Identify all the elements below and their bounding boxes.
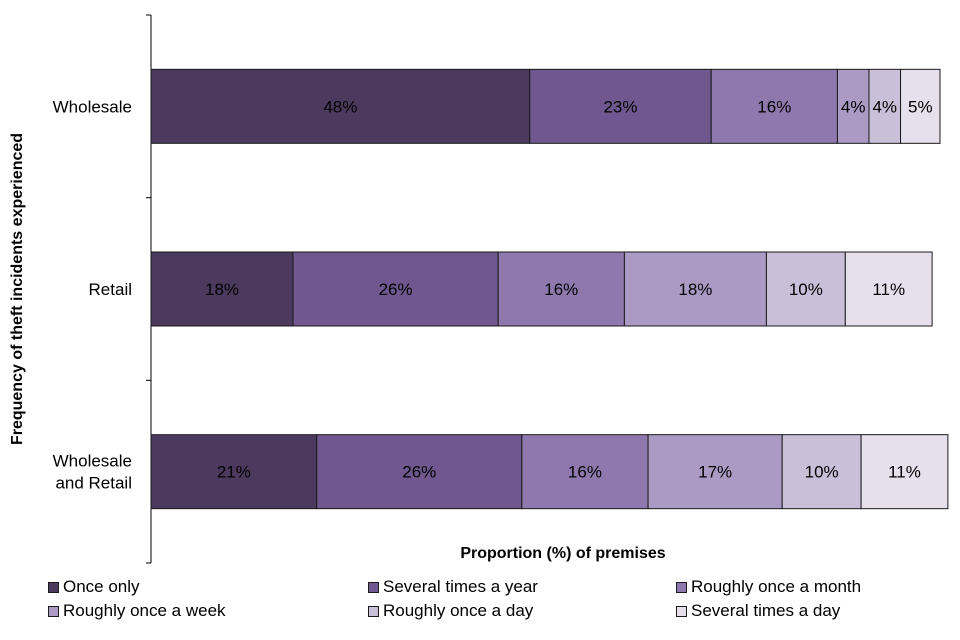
- data-label: 10%: [805, 463, 839, 482]
- legend-label: Roughly once a month: [691, 577, 862, 596]
- bar-segment: [844, 251, 933, 327]
- data-label: 4%: [872, 97, 897, 116]
- bar-segment: [900, 68, 941, 144]
- data-label: 26%: [379, 280, 413, 299]
- y-tick-label: Wholesale: [53, 97, 132, 116]
- legend-label: Several times a day: [691, 601, 841, 620]
- y-tick-label-line: Retail: [89, 280, 132, 299]
- bar-segment: [623, 251, 767, 327]
- data-label: 21%: [217, 463, 251, 482]
- data-label: 18%: [678, 280, 712, 299]
- y-tick-label-line: and Retail: [55, 474, 132, 493]
- data-label: 48%: [323, 97, 357, 116]
- data-label: 4%: [841, 97, 866, 116]
- x-axis-title: Proportion (%) of premises: [460, 545, 665, 562]
- legend-swatch: [48, 581, 59, 593]
- data-label: 26%: [402, 463, 436, 482]
- legend-item: Roughly once a month: [676, 577, 861, 597]
- data-label: 10%: [789, 280, 823, 299]
- y-tick-label: Wholesale and Retail: [53, 452, 132, 493]
- legend-label: Once only: [63, 577, 140, 596]
- bar-segment: [316, 434, 523, 510]
- data-label: 16%: [568, 463, 602, 482]
- legend-item: Roughly once a day: [368, 601, 533, 621]
- bar-segment: [150, 68, 531, 144]
- legend-swatch: [676, 605, 687, 617]
- bar-segment: [710, 68, 838, 144]
- data-label: 16%: [544, 280, 578, 299]
- legend-item: Several times a day: [676, 601, 840, 621]
- bar-segment: [647, 434, 783, 510]
- legend-swatch: [368, 581, 379, 593]
- bar-segment: [150, 251, 294, 327]
- legend-swatch: [368, 605, 379, 617]
- y-tick-label-line: Wholesale: [53, 97, 132, 116]
- bar-segment: [868, 68, 902, 144]
- legend-item: Roughly once a week: [48, 601, 226, 621]
- bar-segment: [765, 251, 846, 327]
- bar-segment: [781, 434, 862, 510]
- data-label: 16%: [757, 97, 791, 116]
- legend-label: Several times a year: [383, 577, 538, 596]
- bar-segment: [860, 434, 949, 510]
- data-label: 11%: [872, 280, 905, 299]
- bar-segment: [521, 434, 649, 510]
- data-label: 5%: [908, 97, 933, 116]
- y-tick-label-line: Wholesale: [53, 452, 132, 471]
- legend-label: Roughly once a day: [383, 601, 534, 620]
- y-axis-title: Frequency of theft incidents experienced: [9, 133, 26, 445]
- data-label: 11%: [888, 463, 921, 482]
- legend-swatch: [48, 605, 59, 617]
- legend-item: Several times a year: [368, 577, 538, 597]
- bar-segment: [150, 434, 318, 510]
- data-label: 23%: [603, 97, 637, 116]
- bar-segment: [497, 251, 625, 327]
- data-label: 18%: [205, 280, 239, 299]
- legend-swatch: [676, 581, 687, 593]
- legend-label: Roughly once a week: [63, 601, 226, 620]
- y-tick-label: Retail: [89, 280, 132, 299]
- data-label: 17%: [698, 463, 732, 482]
- bar-segment: [529, 68, 712, 144]
- legend-item: Once only: [48, 577, 140, 597]
